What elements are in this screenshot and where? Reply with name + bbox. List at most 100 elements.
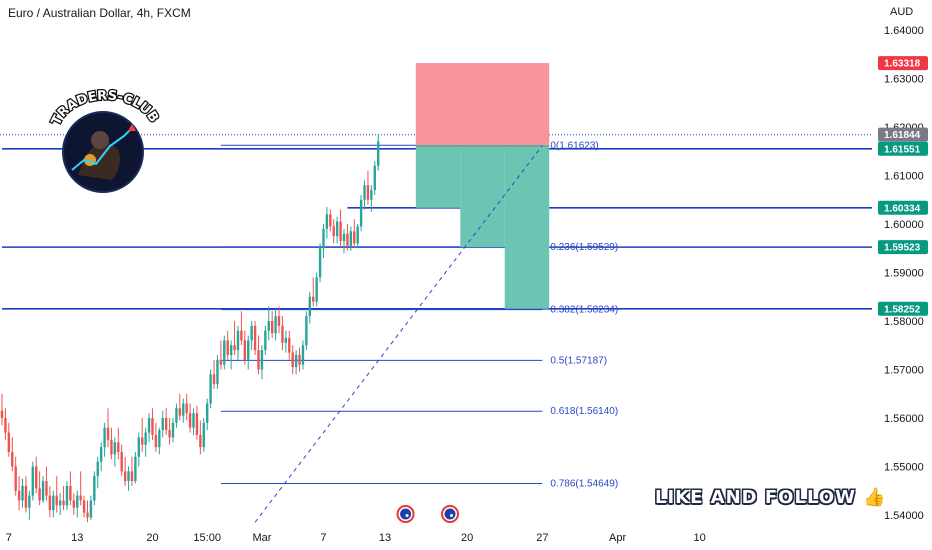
candle[interactable] — [366, 170, 370, 205]
candle[interactable] — [62, 485, 65, 511]
candle[interactable] — [69, 471, 72, 506]
target-zone[interactable] — [415, 145, 461, 208]
candle[interactable] — [318, 243, 322, 283]
candle[interactable] — [45, 466, 48, 501]
stop-loss-zone[interactable] — [415, 63, 550, 146]
candle[interactable] — [24, 476, 28, 513]
candle[interactable] — [305, 311, 308, 351]
candle[interactable] — [86, 500, 89, 523]
candle[interactable] — [144, 427, 147, 457]
candle[interactable] — [164, 408, 168, 435]
candle[interactable] — [356, 224, 359, 249]
candle[interactable] — [308, 291, 311, 324]
candle[interactable] — [154, 422, 158, 452]
candle[interactable] — [168, 418, 171, 445]
candle[interactable] — [113, 437, 117, 467]
candle[interactable] — [41, 476, 45, 503]
target-zone[interactable] — [460, 145, 505, 248]
candle[interactable] — [141, 418, 144, 452]
candle[interactable] — [58, 493, 62, 515]
candle[interactable] — [7, 422, 11, 457]
candle[interactable] — [161, 410, 164, 438]
candle[interactable] — [123, 456, 127, 486]
candle[interactable] — [171, 418, 175, 443]
candle[interactable] — [134, 451, 137, 484]
candle[interactable] — [175, 403, 178, 428]
candle[interactable] — [120, 444, 123, 477]
candle[interactable] — [359, 194, 363, 232]
candle[interactable] — [192, 408, 195, 435]
candle[interactable] — [212, 359, 216, 389]
candle[interactable] — [17, 476, 21, 511]
candle[interactable] — [229, 340, 233, 370]
candle[interactable] — [206, 398, 209, 431]
candle[interactable] — [65, 481, 69, 511]
candle[interactable] — [127, 466, 130, 491]
candle[interactable] — [38, 471, 41, 506]
candle[interactable] — [76, 490, 79, 518]
candle[interactable] — [4, 408, 7, 440]
candle[interactable] — [185, 393, 188, 421]
candle[interactable] — [52, 490, 55, 518]
candle[interactable] — [291, 345, 294, 375]
candle[interactable] — [329, 209, 332, 232]
candle[interactable] — [288, 330, 291, 360]
candle[interactable] — [349, 226, 353, 251]
candle[interactable] — [103, 422, 106, 457]
australia-flag-icon[interactable] — [396, 505, 415, 523]
candle[interactable] — [35, 456, 38, 494]
candle[interactable] — [240, 311, 243, 346]
candle[interactable] — [270, 311, 274, 338]
candle[interactable] — [236, 325, 240, 360]
candle[interactable] — [31, 461, 34, 501]
candle[interactable] — [301, 340, 305, 370]
candle[interactable] — [82, 495, 86, 518]
candle[interactable] — [209, 369, 212, 409]
candle[interactable] — [158, 427, 161, 455]
target-zone[interactable] — [504, 145, 550, 309]
candle[interactable] — [277, 306, 281, 334]
candle[interactable] — [264, 325, 267, 355]
candle[interactable] — [55, 476, 58, 513]
candle[interactable] — [353, 219, 356, 249]
candle[interactable] — [243, 330, 247, 365]
candle[interactable] — [28, 490, 31, 520]
candle[interactable] — [216, 354, 219, 389]
candle[interactable] — [48, 485, 52, 518]
candle[interactable] — [14, 456, 17, 496]
candle[interactable] — [325, 207, 329, 239]
candle[interactable] — [223, 335, 226, 370]
candle[interactable] — [147, 413, 151, 443]
candle[interactable] — [377, 134, 380, 171]
candle[interactable] — [130, 456, 134, 486]
candle[interactable] — [178, 393, 182, 421]
candle[interactable] — [117, 427, 120, 460]
candle[interactable] — [233, 321, 236, 355]
candle[interactable] — [72, 493, 76, 515]
candle[interactable] — [199, 420, 202, 455]
candle[interactable] — [260, 345, 264, 380]
candle[interactable] — [96, 456, 99, 489]
candle[interactable] — [339, 209, 342, 246]
candle[interactable] — [247, 335, 250, 370]
candle[interactable] — [106, 408, 110, 448]
candle[interactable] — [11, 437, 14, 472]
candle[interactable] — [137, 432, 140, 467]
candle[interactable] — [322, 224, 325, 258]
candle[interactable] — [346, 224, 349, 251]
candle[interactable] — [257, 335, 260, 375]
candle[interactable] — [342, 228, 346, 254]
candle[interactable] — [89, 495, 93, 520]
candle[interactable] — [0, 393, 4, 426]
candle[interactable] — [99, 442, 103, 472]
candle[interactable] — [21, 478, 24, 508]
candle[interactable] — [219, 340, 223, 370]
candle[interactable] — [363, 180, 366, 210]
candle[interactable] — [332, 219, 335, 244]
candle[interactable] — [294, 350, 298, 375]
candle[interactable] — [188, 403, 192, 433]
candle[interactable] — [110, 427, 113, 460]
candle[interactable] — [298, 347, 301, 372]
dashed-trend-line[interactable] — [254, 145, 543, 523]
